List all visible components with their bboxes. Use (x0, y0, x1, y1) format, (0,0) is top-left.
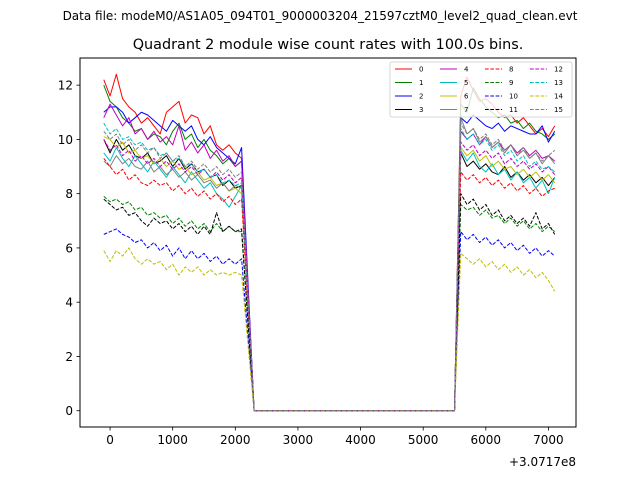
legend-label-15: 15 (554, 106, 563, 114)
legend-label-12: 12 (554, 66, 563, 74)
legend-label-13: 13 (554, 79, 563, 87)
y-axis: 0 2 4 6 8 10 12 (58, 79, 80, 418)
chart-title: Quadrant 2 module wise count rates with … (133, 37, 524, 53)
y-tick-label: 4 (65, 296, 73, 310)
legend-label-11: 11 (509, 106, 518, 114)
x-axis: 0 1000 2000 3000 4000 5000 6000 7000 (106, 427, 564, 447)
legend-box (389, 61, 573, 118)
legend-label-7: 7 (464, 106, 468, 114)
series-line-15 (103, 122, 556, 412)
x-tick-label: 4000 (345, 433, 376, 447)
x-tick-label: 2000 (220, 433, 251, 447)
legend-label-3: 3 (419, 106, 423, 114)
y-tick-label: 0 (65, 404, 73, 418)
figure-suptitle: Data file: modeM0/AS1A05_094T01_90000032… (63, 9, 578, 23)
legend-label-10: 10 (509, 93, 518, 101)
x-tick-label: 7000 (533, 433, 564, 447)
legend-label-1: 1 (419, 79, 423, 87)
legend-label-2: 2 (419, 93, 423, 101)
x-tick-label: 1000 (157, 433, 188, 447)
y-tick-label: 6 (65, 241, 73, 255)
legend-label-5: 5 (464, 79, 468, 87)
legend-label-6: 6 (464, 93, 469, 101)
y-tick-label: 8 (65, 187, 73, 201)
x-offset-label: +3.0717e8 (509, 455, 576, 469)
y-tick-label: 2 (65, 350, 73, 364)
series-line-8 (103, 158, 555, 412)
plot-lines (103, 73, 556, 412)
legend-label-0: 0 (419, 66, 423, 74)
x-tick-label: 5000 (408, 433, 439, 447)
legend-label-14: 14 (554, 93, 563, 101)
legend-label-9: 9 (509, 79, 513, 87)
plot-frame (79, 57, 577, 428)
y-tick-label: 12 (58, 79, 73, 93)
x-tick-label: 3000 (283, 433, 314, 447)
y-tick-label: 10 (58, 133, 73, 147)
x-tick-label: 6000 (471, 433, 502, 447)
x-tick-label: 0 (106, 433, 114, 447)
legend-label-4: 4 (464, 66, 469, 74)
legend-label-8: 8 (509, 66, 513, 74)
